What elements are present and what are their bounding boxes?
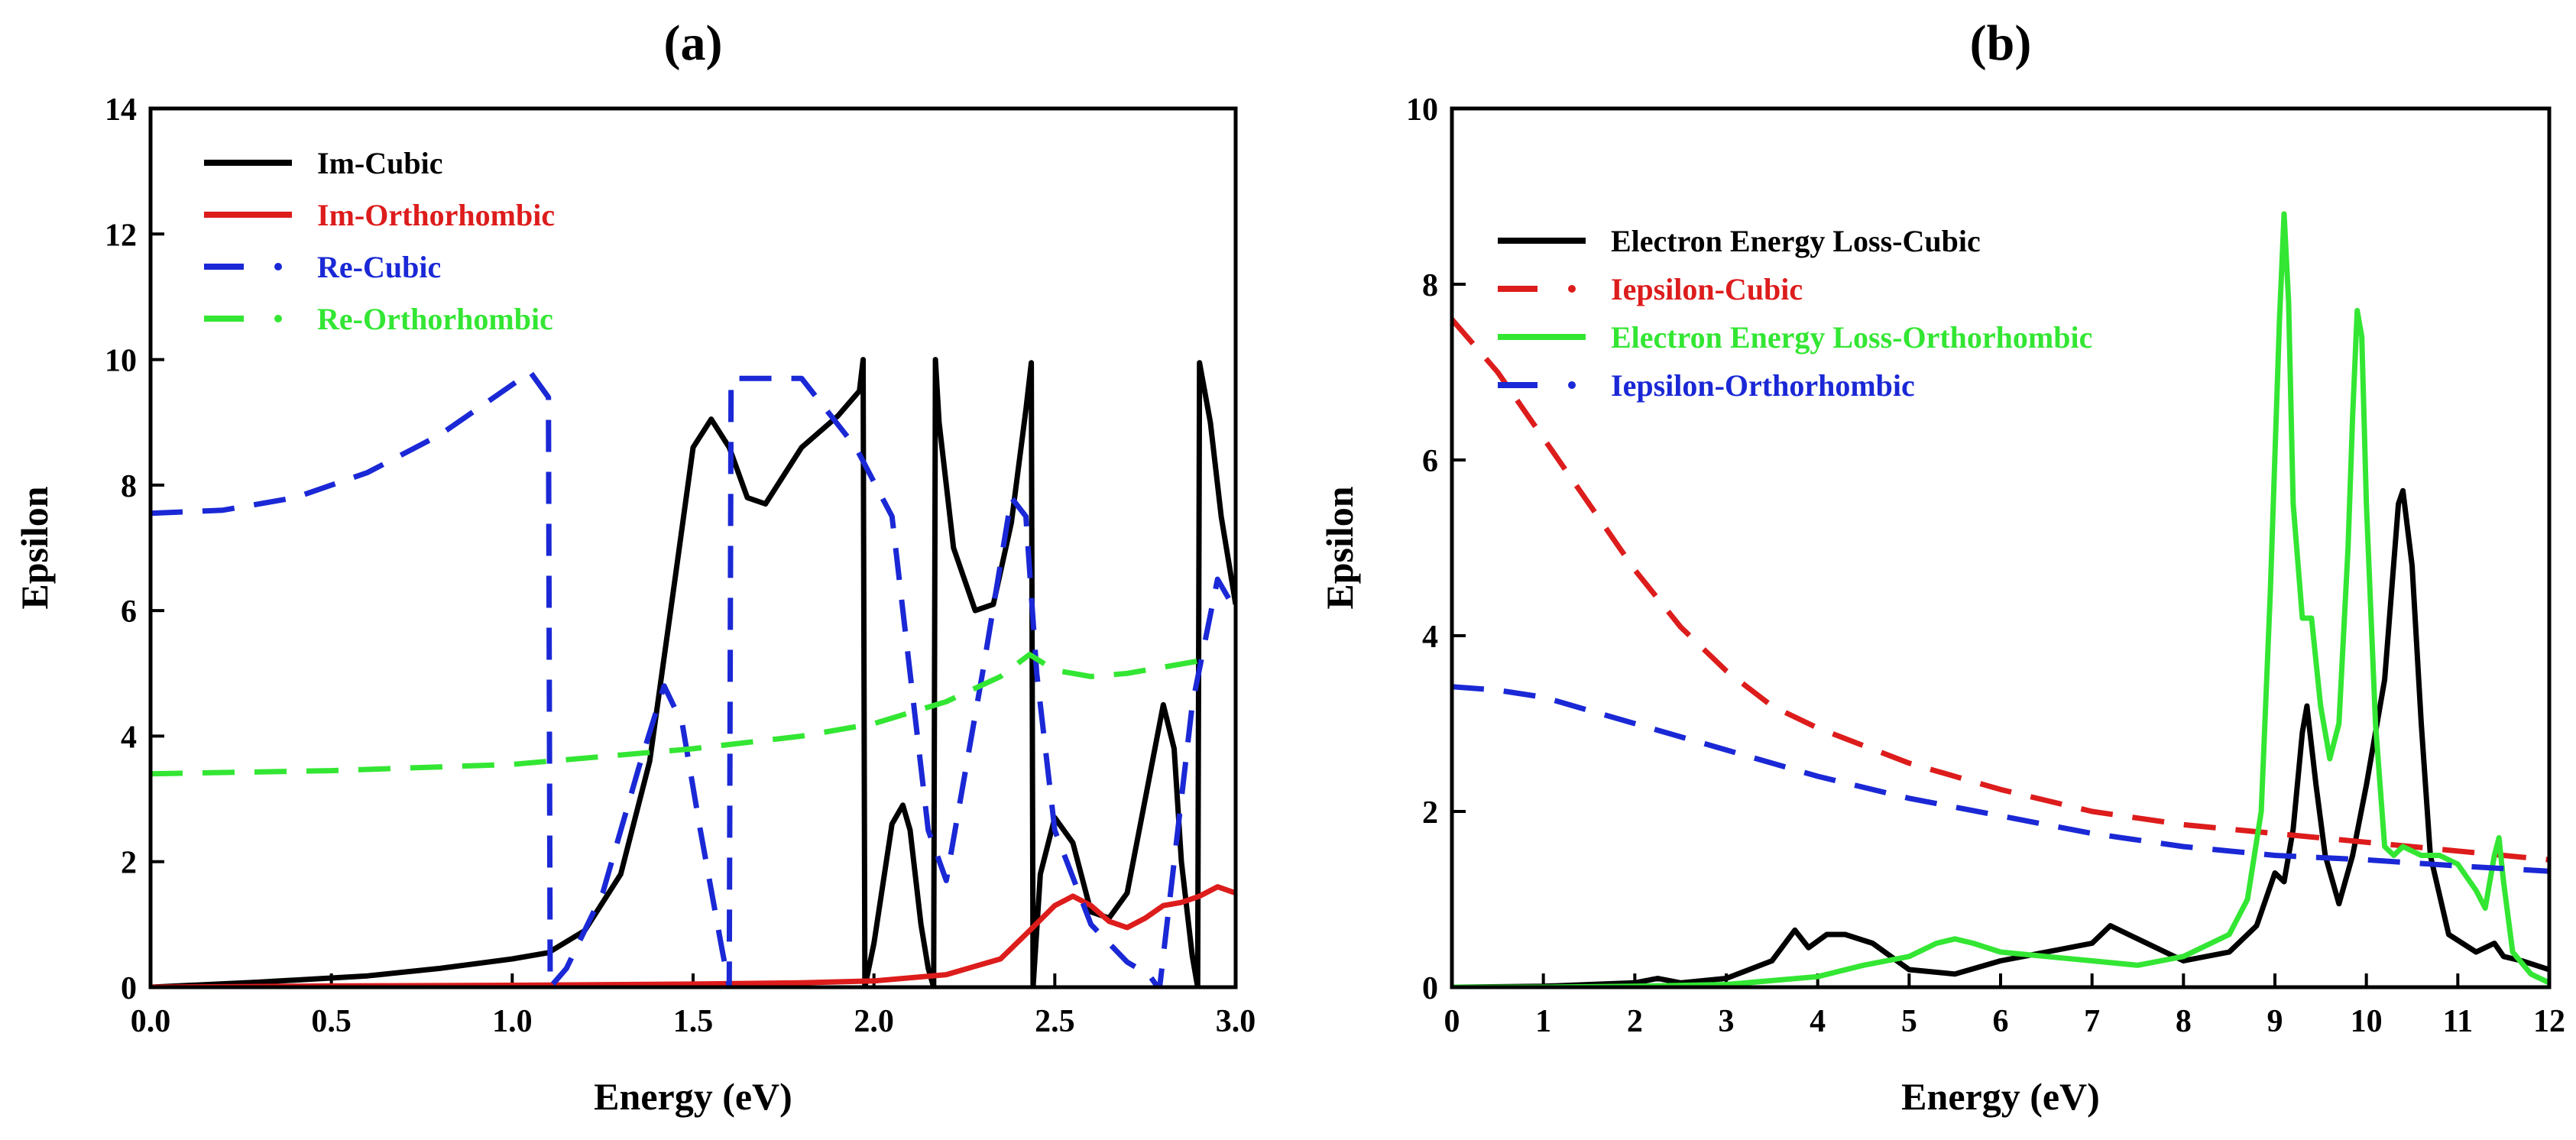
panel-b-frame: [1450, 106, 2552, 989]
x-tick-label: 2.5: [1035, 1004, 1075, 1039]
x-tick-label: 4: [1810, 1004, 1826, 1039]
series-line-re-orthorhombic: [151, 652, 1201, 777]
x-tick-label: 5: [1901, 1004, 1917, 1039]
panel-b-ylabel: Epsilon: [1318, 486, 1361, 609]
y-tick-label: 8: [1422, 268, 1438, 303]
y-tick-label: 14: [105, 92, 137, 128]
x-tick-label: 1.5: [673, 1004, 714, 1039]
y-tick-label: 2: [121, 846, 137, 881]
panel-a-legend: Im-Cubic Im-Orthorhombic Re-Cubic Re-Orthor…: [204, 146, 555, 336]
y-tick-label: 10: [1406, 92, 1438, 128]
legend-label: Electron Energy Loss-Cubic: [1611, 224, 1981, 258]
panel-a-label: (a): [664, 15, 723, 71]
legend-label: Electron Energy Loss-Orthorhombic: [1611, 320, 2092, 355]
x-tick-label: 11: [2442, 1004, 2473, 1039]
y-tick-label: 2: [1422, 795, 1438, 831]
panel-a-frame: [148, 106, 1238, 989]
y-tick-label: 12: [105, 218, 137, 253]
y-tick-label: 4: [121, 720, 137, 755]
y-tick-label: 10: [105, 344, 137, 379]
panel-b-label: (b): [1970, 15, 2032, 71]
x-tick-label: 8: [2176, 1004, 2192, 1039]
legend-swatch-dot: [1568, 285, 1576, 293]
series-line-iepsilon-orthorhombic: [1452, 684, 2549, 874]
panel-a-ylabel: Epsilon: [13, 486, 56, 609]
legend-swatch-dot: [1568, 381, 1576, 389]
panel-b-series: [1452, 211, 2549, 987]
x-tick-label: 2: [1627, 1004, 1643, 1039]
x-tick-label: 1.0: [492, 1004, 533, 1039]
panel-a-ticks: 0.0 0.5 1.0 1.5 2.0 2.5 3.0 0 2 4 6 8 10 12 14: [105, 92, 1256, 1039]
legend-swatch-dot: [274, 263, 282, 270]
x-tick-label: 10: [2351, 1004, 2383, 1039]
x-tick-label: 3.0: [1216, 1004, 1256, 1039]
x-tick-label: 3: [1719, 1004, 1735, 1039]
series-line-electron-energy-loss-orthorhombic: [1452, 211, 2549, 987]
y-tick-label: 4: [1422, 620, 1438, 655]
y-tick-label: 6: [1422, 444, 1438, 479]
legend-label: Im-Orthorhombic: [317, 198, 555, 232]
legend-label: Re-Orthorhombic: [317, 302, 553, 336]
y-tick-label: 6: [121, 594, 137, 630]
series-line-re-cubic: [151, 369, 1236, 987]
x-tick-label: 7: [2084, 1004, 2100, 1039]
legend-label: Iepsilon-Orthorhombic: [1611, 368, 1915, 403]
x-tick-label: 0: [1444, 1004, 1460, 1039]
y-tick-label: 8: [121, 469, 137, 504]
legend-label: Im-Cubic: [317, 146, 442, 180]
x-tick-label: 6: [1993, 1004, 2009, 1039]
series-line-im-orthorhombic: [151, 884, 1236, 987]
x-tick-label: 9: [2267, 1004, 2283, 1039]
legend-swatch-dot: [274, 315, 282, 322]
x-tick-label: 1: [1535, 1004, 1551, 1039]
x-tick-label: 0.5: [311, 1004, 352, 1039]
y-tick-label: 0: [121, 971, 137, 1006]
series-line-iepsilon-cubic: [1452, 317, 2549, 863]
legend-label: Re-Cubic: [317, 250, 441, 284]
chart-panel-a: (a) 0.0 0.5 1.0 1.5 2.0 2.5 3.0 0 2 4 6 8 10 12 14 Ene…: [13, 15, 1256, 1118]
panel-b-legend: Electron Energy Loss-Cubic Iepsilon-Cubic…: [1498, 224, 2092, 403]
panel-a-series: [151, 357, 1236, 987]
panel-b-xlabel: Energy (eV): [1901, 1075, 2100, 1118]
x-tick-label: 12: [2533, 1004, 2565, 1039]
x-tick-label: 2.0: [854, 1004, 894, 1039]
legend-label: Iepsilon-Cubic: [1611, 272, 1803, 306]
panel-a-xlabel: Energy (eV): [594, 1075, 792, 1118]
y-tick-label: 0: [1422, 971, 1438, 1006]
x-tick-label: 0.0: [131, 1004, 171, 1039]
series-line-electron-energy-loss-cubic: [1452, 487, 2549, 987]
